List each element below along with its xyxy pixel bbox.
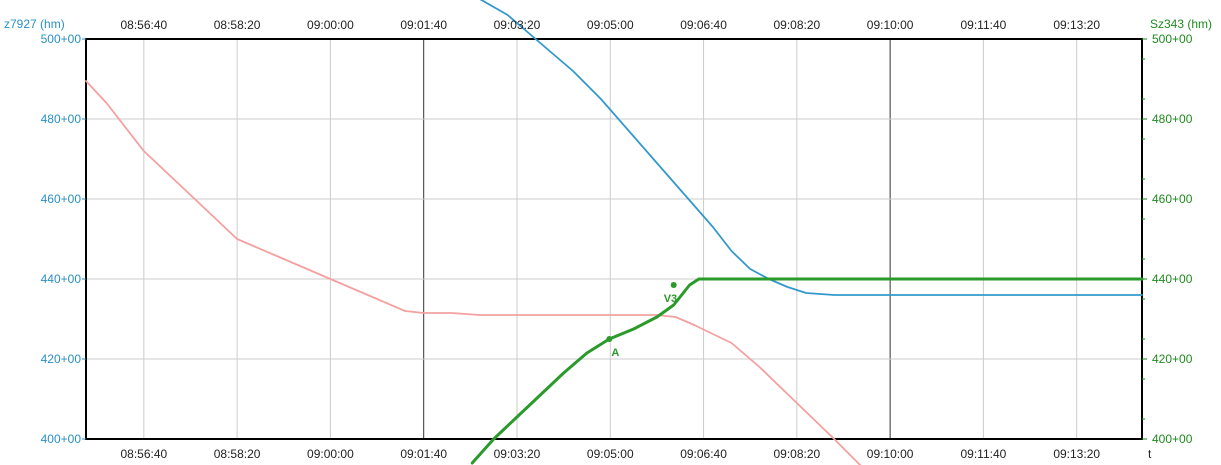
x-tick-label-bottom: 09:11:40 [960, 447, 1006, 461]
annotations: A V3 [606, 282, 677, 359]
y-tick-label-right: 400+00 [1152, 432, 1193, 446]
x-tick-label-bottom: 09:01:40 [400, 447, 447, 461]
series-line-2 [85, 80, 862, 465]
y-tick-label-left: 480+00 [41, 112, 82, 126]
y-tick-label-left: 400+00 [41, 432, 82, 446]
y-ticks-right: 400+00 420+00 440+00 460+00 480+00 500+00 [1142, 32, 1193, 446]
y-tick-label-right: 500+00 [1152, 32, 1193, 46]
x-tick-label-top: 09:05:00 [587, 18, 634, 32]
y-ticks-left: 400+00 420+00 440+00 460+00 480+00 500+00 [41, 32, 86, 446]
series-line-1 [479, 0, 1143, 296]
x-tick-label-bottom: 09:03:20 [494, 447, 541, 461]
y-tick-label-right: 460+00 [1152, 192, 1193, 206]
x-tick-label-top: 09:11:40 [960, 18, 1006, 32]
annotation-point [670, 282, 677, 288]
x-ticks-top: 08:56:40 08:58:20 09:00:00 09:01:40 09:03:20… [120, 18, 1100, 32]
y-axis-title-left: z7927 (hm) [4, 17, 65, 31]
x-tick-label-top: 09:08:20 [773, 18, 820, 32]
y-tick-label-left: 420+00 [41, 352, 82, 366]
y-tick-label-right: 440+00 [1152, 272, 1193, 286]
x-tick-label-bottom: 09:06:40 [680, 447, 727, 461]
annotation-label: A [611, 347, 619, 359]
x-tick-label-bottom: 08:56:40 [120, 447, 167, 461]
x-tick-label-bottom: 09:13:20 [1053, 447, 1100, 461]
x-tick-label-top: 09:13:20 [1053, 18, 1100, 32]
x-tick-label-bottom: 09:10:00 [867, 447, 914, 461]
y-tick-label-right: 480+00 [1152, 112, 1193, 126]
x-tick-label-top: 08:56:40 [120, 18, 167, 32]
plot-frame [85, 38, 1143, 440]
y-axis-title-right: Sz343 (hm) [1150, 17, 1212, 31]
y-tick-label-right: 420+00 [1152, 352, 1193, 366]
grid [86, 39, 1142, 439]
x-tick-label-bottom: 09:00:00 [307, 447, 354, 461]
x-tick-label-bottom: 08:58:20 [214, 447, 261, 461]
x-tick-label-top: 09:01:40 [400, 18, 447, 32]
x-tick-label-bottom: 09:08:20 [773, 447, 820, 461]
y-tick-label-left: 500+00 [41, 32, 82, 46]
x-ticks-bottom: 08:56:40 08:58:20 09:00:00 09:01:40 09:03:20… [120, 447, 1100, 461]
annotation-label: V3 [664, 293, 677, 305]
x-tick-label-top: 08:58:20 [214, 18, 261, 32]
y-tick-label-left: 460+00 [41, 192, 82, 206]
x-tick-label-top: 09:00:00 [307, 18, 354, 32]
series-line-3 [470, 277, 1144, 465]
annotation-point [606, 336, 613, 342]
x-tick-label-bottom: 09:05:00 [587, 447, 634, 461]
series-layer [85, 0, 1144, 465]
x-tick-label-top: 09:06:40 [680, 18, 727, 32]
x-tick-label-top: 09:03:20 [494, 18, 541, 32]
y-tick-label-left: 440+00 [41, 272, 82, 286]
x-axis-title: t [1148, 447, 1152, 461]
x-tick-label-top: 09:10:00 [867, 18, 914, 32]
